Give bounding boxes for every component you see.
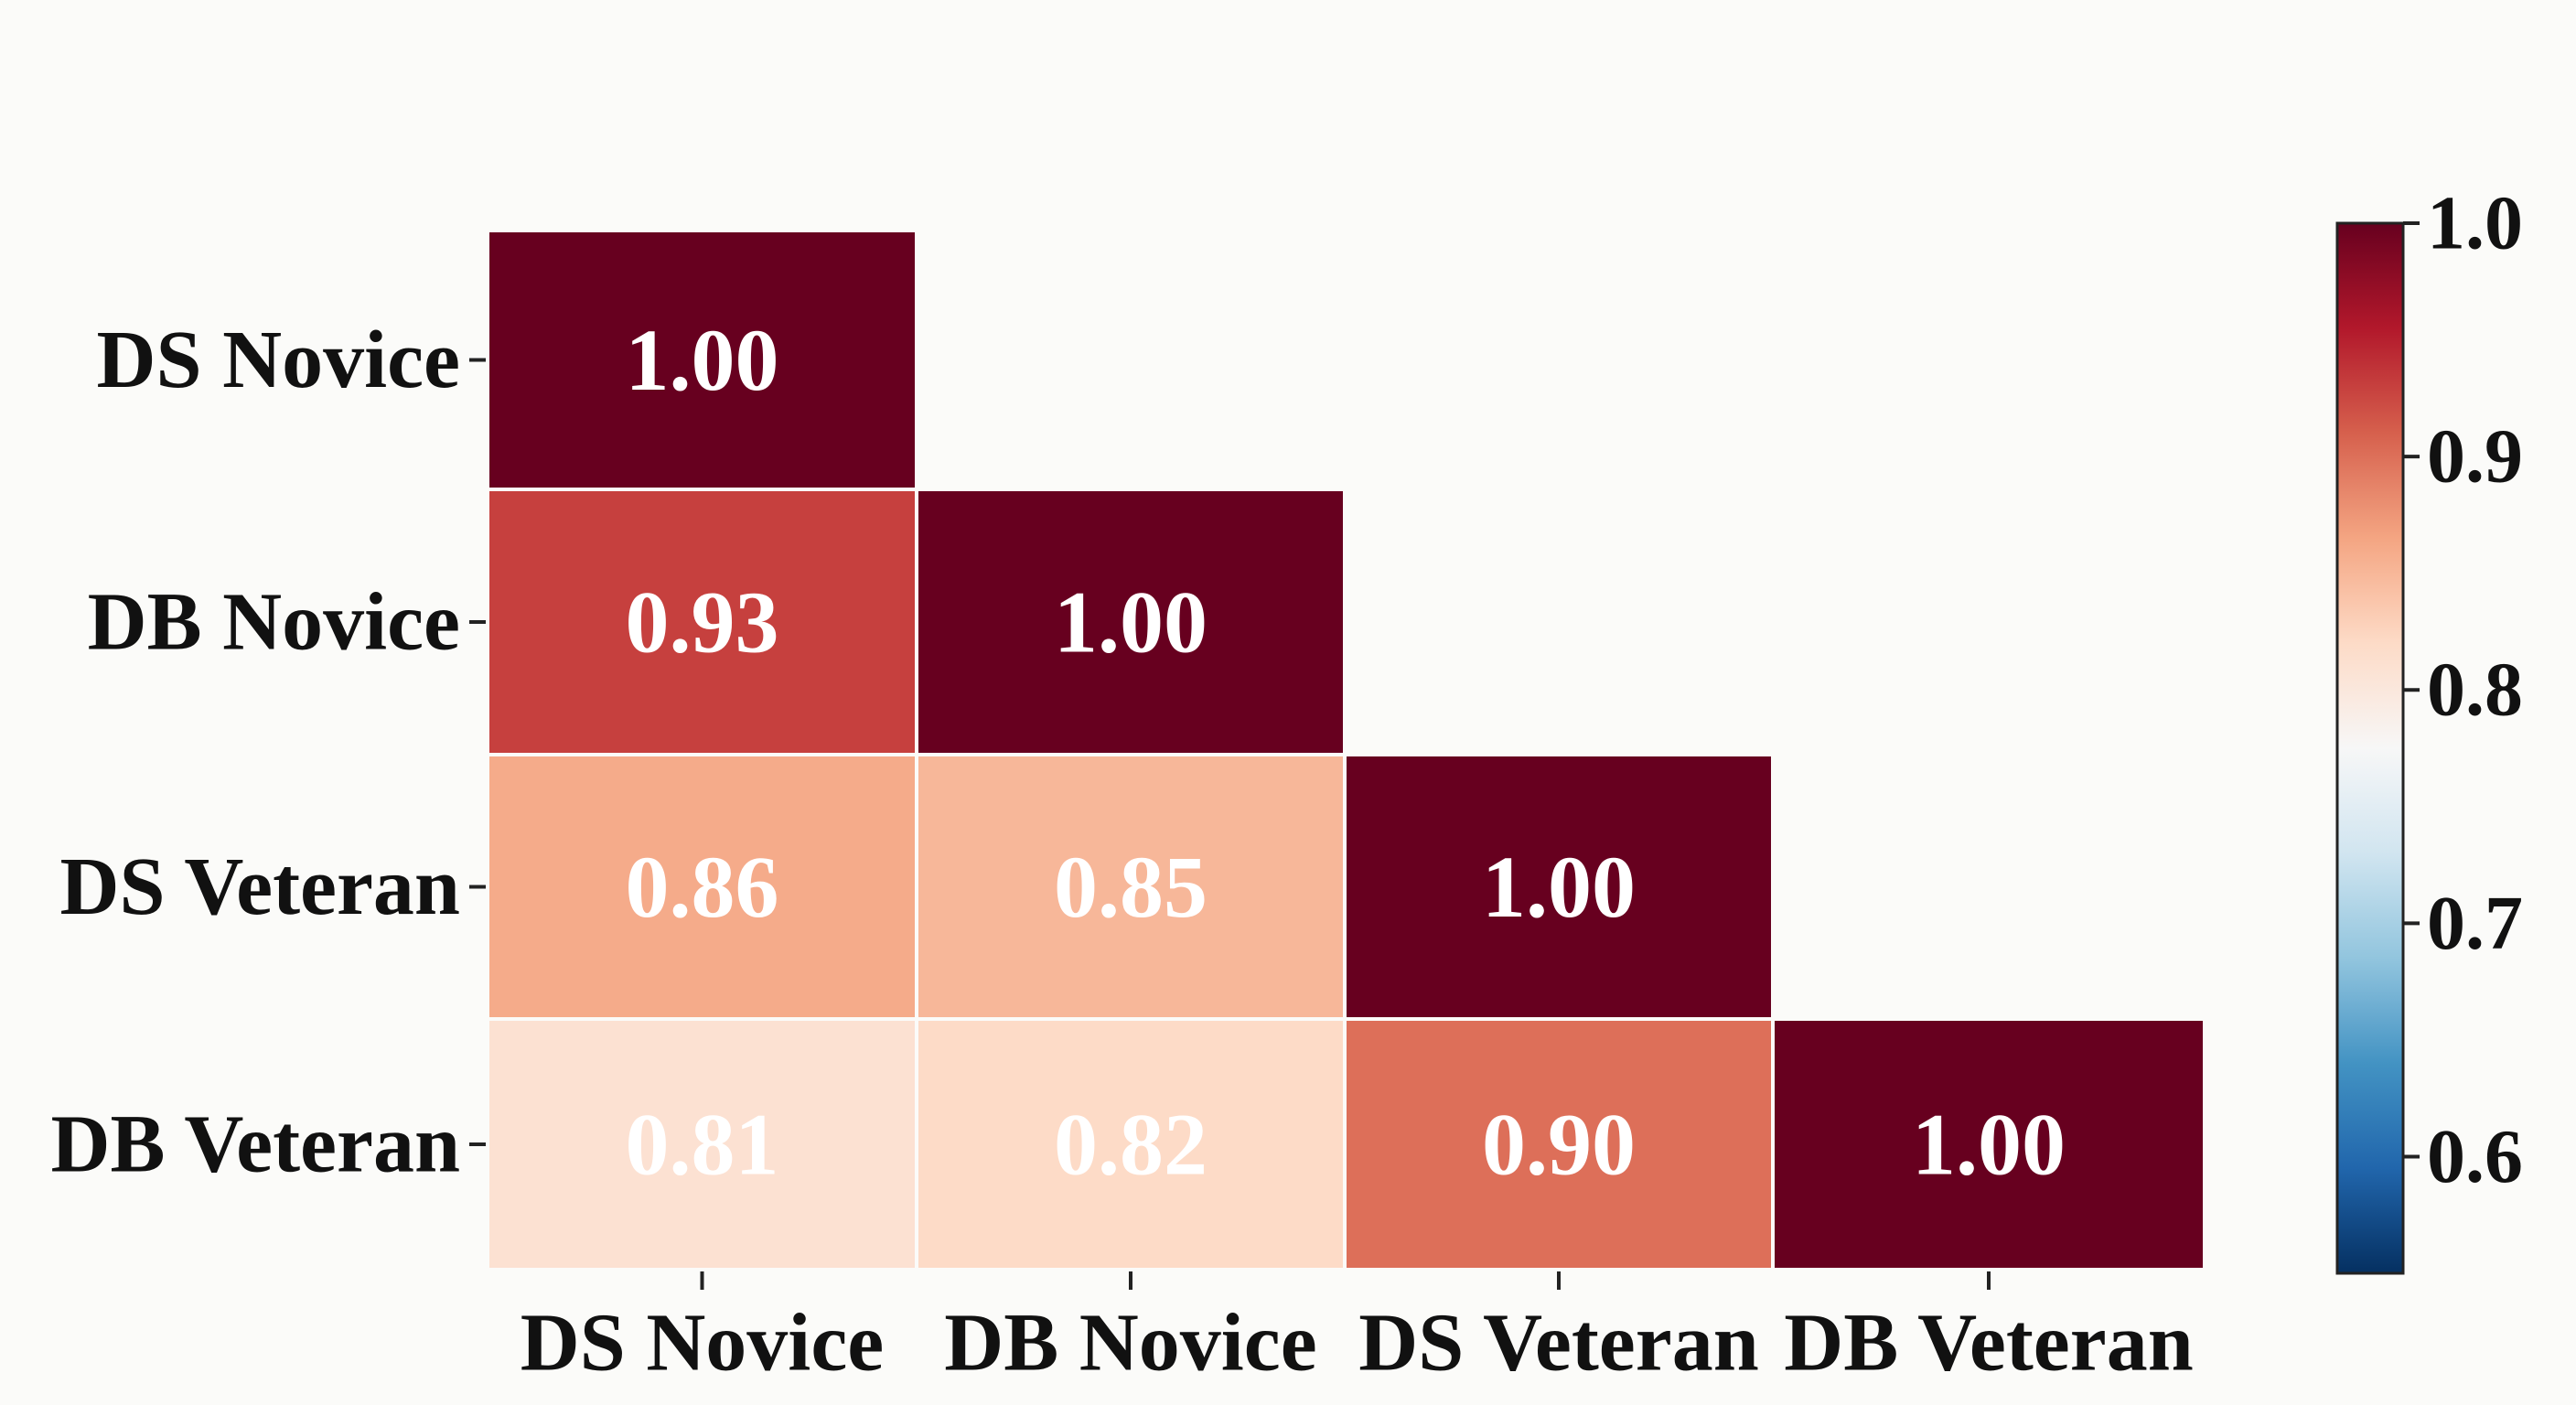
- y-tick-label-ds-veteran: DS Veteran: [59, 842, 460, 932]
- cell-db-veteran-ds-novice: [489, 1021, 915, 1268]
- cell-ds-veteran-db-novice-value: 0.85: [1054, 838, 1208, 936]
- colorbar-tick-label: 0.6: [2427, 1114, 2523, 1199]
- x-axis-tick-labels: DS Novice DB Novice DS Veteran DB Veteran: [521, 1271, 2194, 1389]
- y-tick-label-db-veteran: DB Veteran: [51, 1099, 461, 1190]
- colorbar-tick-label: 1.0: [2427, 181, 2523, 266]
- cell-db-veteran-ds-veteran-value: 0.90: [1482, 1096, 1636, 1194]
- cell-db-veteran-db-novice: [918, 1021, 1343, 1268]
- colorbar-gradient: [2335, 221, 2405, 1275]
- y-axis-tick-labels: DS Novice DB Novice DS Veteran DB Veteran: [51, 315, 486, 1190]
- cell-ds-veteran-ds-veteran: [1347, 756, 1771, 1017]
- x-tick-label-ds-novice: DS Novice: [521, 1298, 884, 1389]
- cell-db-novice-ds-novice: [489, 491, 915, 753]
- x-tick-label-db-novice: DB Novice: [944, 1298, 1316, 1389]
- cell-db-veteran-db-novice-value: 0.82: [1054, 1096, 1208, 1194]
- cell-ds-veteran-ds-novice: [489, 756, 915, 1017]
- cell-db-novice-db-novice: [918, 491, 1343, 753]
- colorbar-tick-label: 0.7: [2427, 881, 2523, 966]
- cell-db-novice-db-novice-value: 1.00: [1054, 574, 1208, 671]
- cell-ds-veteran-db-novice: [918, 756, 1343, 1017]
- cell-db-veteran-db-veteran: [1775, 1021, 2203, 1268]
- colorbar: 1.0 0.9 0.8 0.7 0.6: [2335, 181, 2523, 1275]
- y-tick-label-db-novice: DB Novice: [88, 577, 460, 668]
- x-tick-label-ds-veteran: DS Veteran: [1358, 1298, 1759, 1389]
- cell-db-veteran-ds-veteran: [1347, 1021, 1771, 1268]
- y-tick-label-ds-novice: DS Novice: [97, 315, 460, 405]
- cell-ds-veteran-ds-veteran-value: 1.00: [1482, 838, 1636, 936]
- colorbar-tick-label: 0.8: [2427, 648, 2523, 733]
- heatmap-cells: 1.00 0.93 1.00 0.86 0.85 1.00 0.81 0.82 0.90 1.00: [489, 232, 2203, 1268]
- cell-ds-novice-ds-novice: [489, 232, 915, 488]
- cell-ds-veteran-ds-novice-value: 0.86: [626, 838, 779, 936]
- x-tick-label-db-veteran: DB Veteran: [1784, 1298, 2194, 1389]
- cell-db-novice-ds-novice-value: 0.93: [626, 574, 779, 671]
- cell-db-veteran-ds-novice-value: 0.81: [626, 1096, 779, 1194]
- cell-db-veteran-db-veteran-value: 1.00: [1912, 1096, 2066, 1194]
- cell-ds-novice-ds-novice-value: 1.00: [626, 311, 779, 409]
- colorbar-tick-label: 0.9: [2427, 414, 2523, 499]
